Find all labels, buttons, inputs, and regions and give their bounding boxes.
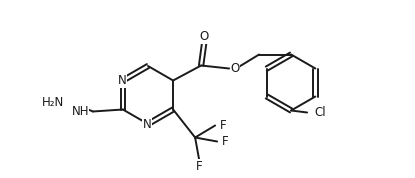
Text: O: O (200, 30, 209, 43)
Text: Cl: Cl (314, 106, 326, 119)
Text: N: N (117, 74, 126, 87)
Text: F: F (222, 135, 229, 148)
Text: N: N (143, 119, 151, 132)
Text: F: F (220, 119, 227, 132)
Text: H₂N: H₂N (42, 96, 64, 109)
Text: O: O (230, 62, 239, 75)
Text: NH: NH (71, 105, 89, 118)
Text: F: F (196, 160, 203, 173)
